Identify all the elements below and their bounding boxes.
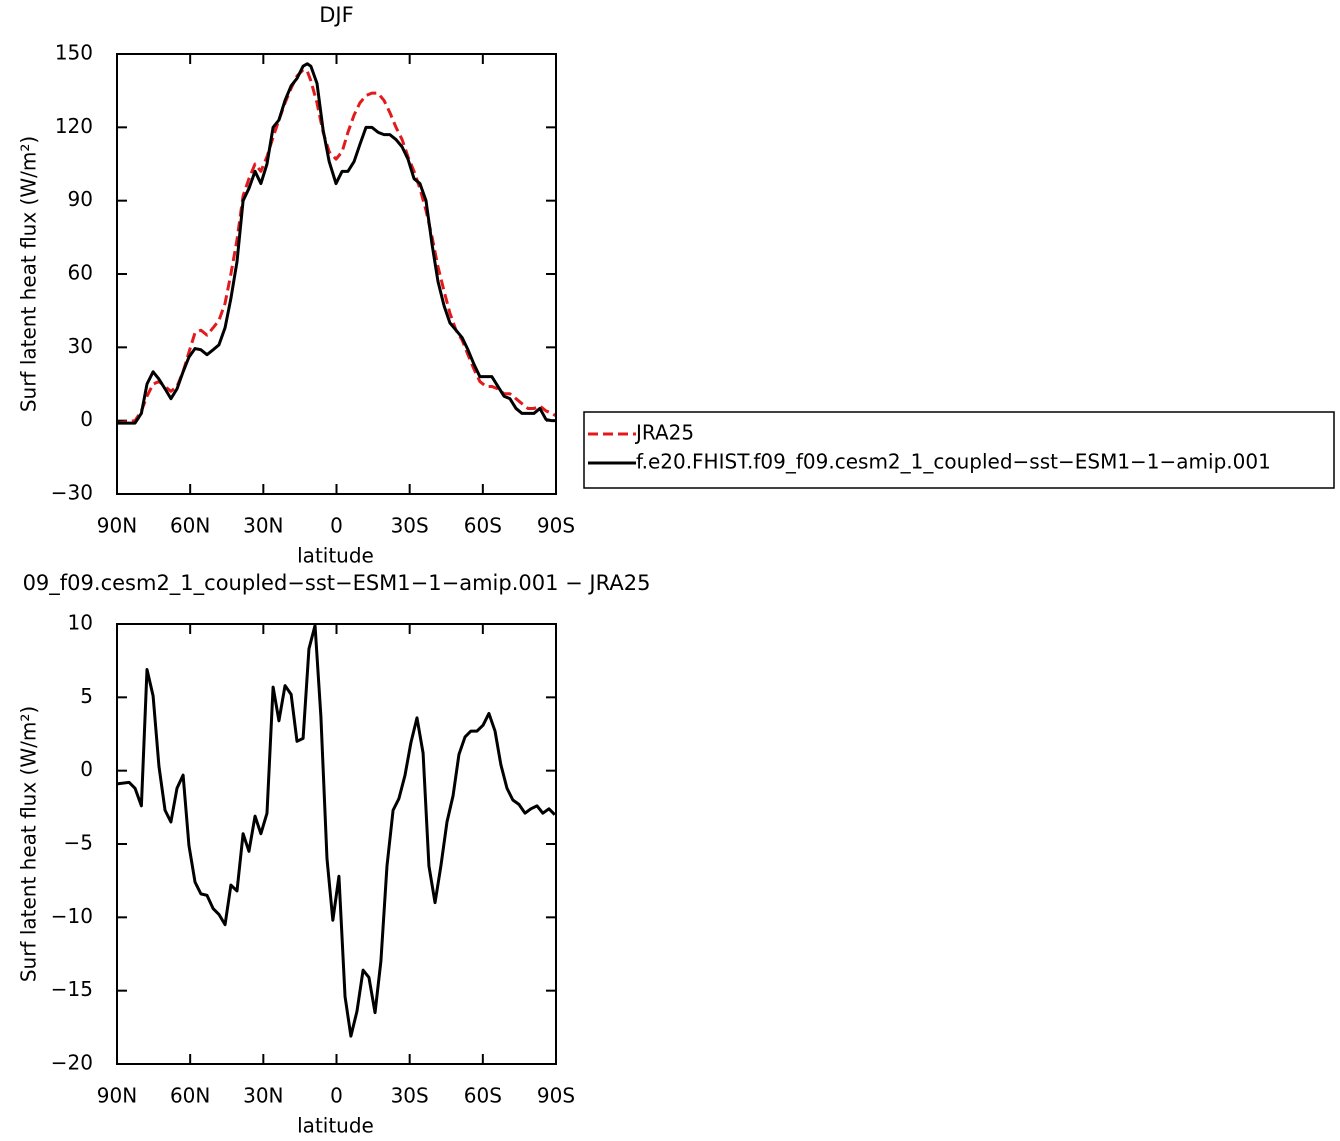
chart-title: 09_f09.cesm2_1_coupled−sst−ESM1−1−amip.0… [23,571,651,596]
y-tick-label: 30 [68,334,93,358]
y-tick-label: 60 [68,261,93,285]
y-tick-label: 0 [80,757,93,781]
x-tick-label: 0 [330,1084,343,1108]
x-tick-label: 60S [464,514,502,538]
x-axis-label: latitude [297,1114,374,1138]
y-tick-label: 90 [68,187,93,211]
y-tick-label: 0 [80,407,93,431]
y-tick-label: 120 [55,114,93,138]
x-tick-label: 90N [97,1084,137,1108]
x-tick-label: 60N [170,1084,210,1108]
x-tick-label: 30S [391,514,429,538]
x-tick-label: 30S [391,1084,429,1108]
x-tick-label: 60S [464,1084,502,1108]
y-axis-label: Surf latent heat flux (W/m²) [17,706,41,982]
y-tick-label: −5 [64,831,93,855]
y-tick-label: 10 [68,611,93,635]
y-tick-label: −20 [51,1051,93,1075]
data-line [116,68,557,425]
y-tick-label: 5 [80,684,93,708]
y-axis-label: Surf latent heat flux (W/m²) [17,136,41,412]
x-tick-label: 60N [170,514,210,538]
data-line [117,62,556,425]
x-tick-label: 30N [243,1084,283,1108]
x-tick-label: 90N [97,514,137,538]
y-tick-label: −30 [51,481,93,505]
plot-frame [116,623,557,1065]
x-axis-label: latitude [297,544,374,568]
x-tick-label: 0 [330,514,343,538]
legend-label: JRA25 [634,421,694,445]
y-tick-label: −15 [51,977,93,1001]
legend-label: f.e20.FHIST.f09_f09.cesm2_1_coupled−sst−… [636,450,1271,474]
data-line [116,623,556,1038]
legend-box [583,411,1335,489]
y-tick-label: −10 [51,904,93,928]
x-tick-label: 90S [537,1084,575,1108]
x-tick-label: 90S [537,514,575,538]
y-tick-label: 150 [55,41,93,65]
x-tick-label: 30N [243,514,283,538]
chart-title: DJF [319,3,353,27]
plot-frame [116,53,557,495]
